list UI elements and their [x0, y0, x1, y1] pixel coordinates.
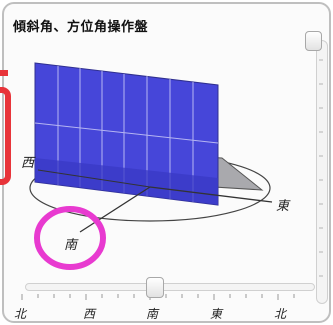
- azimuth-slider-ticks: [21, 294, 295, 300]
- tilt-slider-thumb[interactable]: [305, 31, 322, 51]
- east-axis: [149, 186, 273, 203]
- direction-west-label: 西: [21, 156, 35, 171]
- azimuth-label-south: 南: [145, 307, 158, 321]
- azimuth-label-west: 西: [82, 307, 95, 321]
- azimuth-labels: 北 西 南 東 北: [0, 305, 333, 323]
- tilt-slider-track[interactable]: [316, 40, 328, 304]
- azimuth-label-north-left: 北: [13, 307, 26, 321]
- azimuth-slider-track[interactable]: [25, 283, 315, 291]
- west-axis: [37, 169, 151, 188]
- south-axis: [79, 186, 151, 233]
- azimuth-label-north-right: 北: [273, 307, 286, 321]
- direction-south-label: 南: [64, 238, 78, 253]
- south-highlight-circle: [34, 206, 106, 270]
- azimuth-label-east: 東: [209, 307, 222, 321]
- tilt-slider-ticks: [319, 59, 323, 277]
- direction-east-label: 東: [276, 199, 290, 214]
- panel-lower-section: [35, 158, 218, 205]
- azimuth-slider-thumb[interactable]: [146, 277, 164, 298]
- panel-title: 傾斜角、方位角操作盤: [13, 20, 149, 35]
